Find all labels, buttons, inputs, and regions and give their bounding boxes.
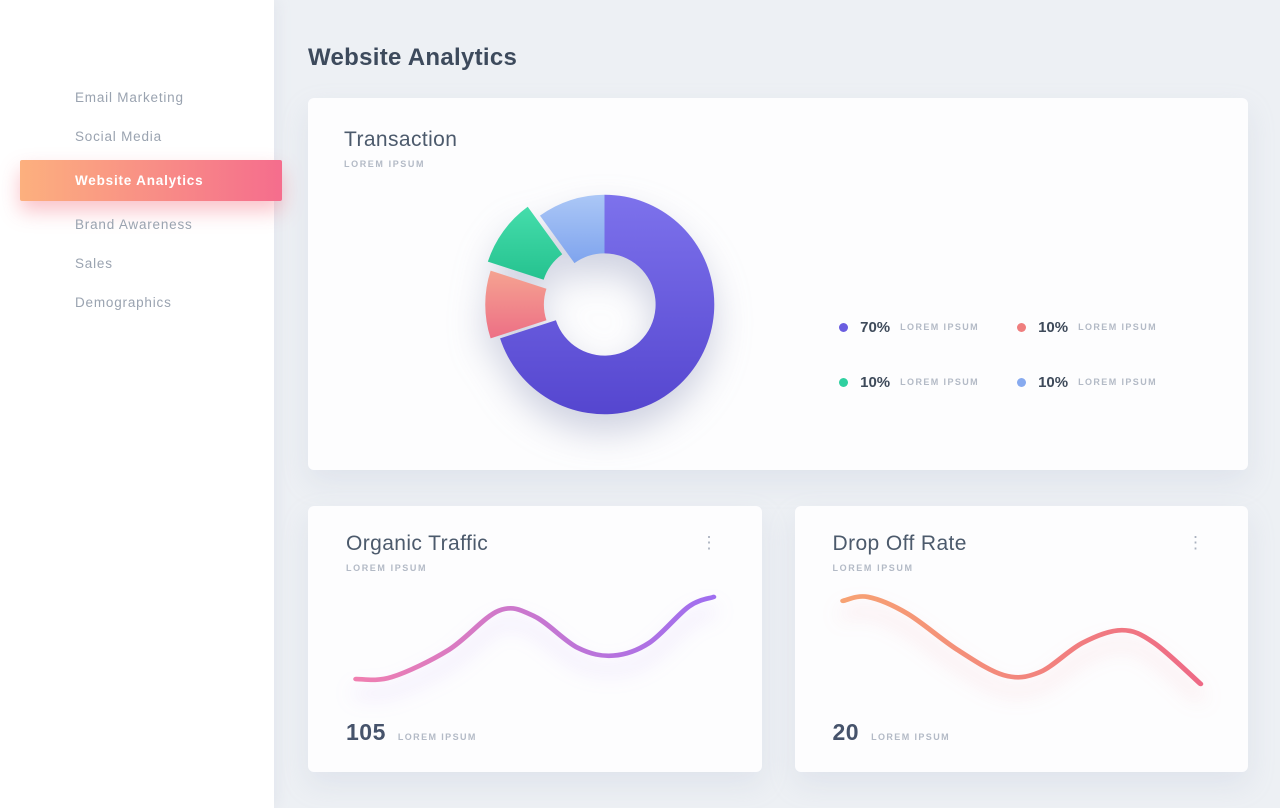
organic-traffic-value-label: LOREM IPSUM bbox=[397, 732, 477, 742]
legend-dot bbox=[839, 322, 849, 332]
sidebar-nav: Email Marketing Social Media Website Analy… bbox=[0, 78, 282, 322]
drop-off-rate-value: 20 bbox=[832, 719, 860, 745]
drop-off-rate-line-path bbox=[839, 594, 1203, 687]
legend-item-3: 10% LOREM IPSUM bbox=[1017, 374, 1157, 391]
donut-slice-3 bbox=[539, 194, 605, 264]
legend-item-0: 70% LOREM IPSUM bbox=[839, 319, 979, 336]
sidebar-item-email-marketing[interactable]: Email Marketing bbox=[75, 90, 184, 105]
organic-traffic-line-chart bbox=[353, 594, 717, 683]
cards-row: Organic Traffic LOREM IPSUM ⋮ 105 LOREM … bbox=[308, 506, 1248, 772]
legend-item-1: 10% LOREM IPSUM bbox=[1017, 319, 1157, 336]
legend-item-2: 10% LOREM IPSUM bbox=[839, 374, 979, 391]
transaction-card-title: Transaction bbox=[344, 128, 458, 151]
sidebar-item-brand-awareness[interactable]: Brand Awareness bbox=[75, 217, 193, 232]
organic-traffic-subtitle: LOREM IPSUM bbox=[346, 563, 428, 573]
donut-slice-0 bbox=[500, 194, 715, 415]
organic-traffic-value: 105 bbox=[346, 719, 386, 745]
legend-dot bbox=[1017, 377, 1027, 387]
drop-off-rate-value-label: LOREM IPSUM bbox=[871, 732, 950, 742]
sidebar-item-sales[interactable]: Sales bbox=[75, 256, 113, 271]
organic-traffic-card-header: Organic Traffic LOREM IPSUM ⋮ bbox=[346, 532, 724, 573]
kebab-menu-icon: ⋮ bbox=[700, 533, 718, 552]
page-title: Website Analytics bbox=[308, 44, 518, 71]
transaction-card: Transaction LOREM IPSUM 70% LOREM IPSUM 10… bbox=[308, 98, 1248, 470]
drop-off-rate-line-chart bbox=[839, 594, 1203, 687]
kebab-menu-icon: ⋮ bbox=[1187, 533, 1204, 552]
legend-dot bbox=[839, 377, 849, 387]
organic-traffic-footer: 105 LOREM IPSUM bbox=[346, 719, 724, 746]
sidebar-item-demographics[interactable]: Demographics bbox=[75, 295, 172, 310]
legend-value: 10% bbox=[860, 373, 891, 391]
sidebar: Email Marketing Social Media Website Analy… bbox=[0, 0, 282, 808]
drop-off-rate-card: Drop Off Rate LOREM IPSUM ⋮ 20 LOREM IPS… bbox=[794, 506, 1248, 772]
legend-label: LOREM IPSUM bbox=[900, 377, 980, 387]
transaction-card-subtitle: LOREM IPSUM bbox=[344, 159, 426, 169]
drop-off-rate-footer: 20 LOREM IPSUM bbox=[833, 719, 1211, 746]
legend-label: LOREM IPSUM bbox=[1078, 322, 1157, 332]
legend-value: 10% bbox=[1038, 318, 1069, 336]
organic-traffic-card: Organic Traffic LOREM IPSUM ⋮ 105 LOREM … bbox=[308, 506, 762, 772]
drop-off-rate-card-header: Drop Off Rate LOREM IPSUM ⋮ bbox=[833, 532, 1211, 573]
legend-value: 70% bbox=[860, 318, 891, 336]
drop-off-rate-subtitle: LOREM IPSUM bbox=[832, 563, 914, 573]
organic-traffic-menu-button[interactable]: ⋮ bbox=[695, 532, 724, 553]
sidebar-item-website-analytics[interactable]: Website Analytics bbox=[20, 160, 282, 201]
legend-label: LOREM IPSUM bbox=[900, 322, 980, 332]
legend-value: 10% bbox=[1038, 373, 1069, 391]
sidebar-item-social-media[interactable]: Social Media bbox=[75, 129, 162, 144]
donut-legend: 70% LOREM IPSUM 10% LOREM IPSUM 10% LOREM IPS… bbox=[839, 319, 1157, 391]
donut-slice-1 bbox=[485, 270, 547, 339]
donut-slice-2 bbox=[487, 206, 563, 280]
organic-traffic-title: Organic Traffic bbox=[346, 532, 489, 555]
drop-off-rate-title: Drop Off Rate bbox=[832, 532, 967, 555]
legend-label: LOREM IPSUM bbox=[1078, 377, 1157, 387]
drop-off-rate-menu-button[interactable]: ⋮ bbox=[1181, 532, 1210, 553]
legend-dot bbox=[1017, 322, 1027, 332]
organic-traffic-line-path bbox=[353, 594, 717, 683]
transaction-card-header: Transaction LOREM IPSUM bbox=[344, 128, 1212, 169]
main-content: Website Analytics Transaction LOREM IPSU… bbox=[274, 0, 1280, 808]
transaction-donut-chart bbox=[485, 194, 715, 415]
donut-row: 70% LOREM IPSUM 10% LOREM IPSUM 10% LOREM IPS… bbox=[344, 169, 1212, 440]
